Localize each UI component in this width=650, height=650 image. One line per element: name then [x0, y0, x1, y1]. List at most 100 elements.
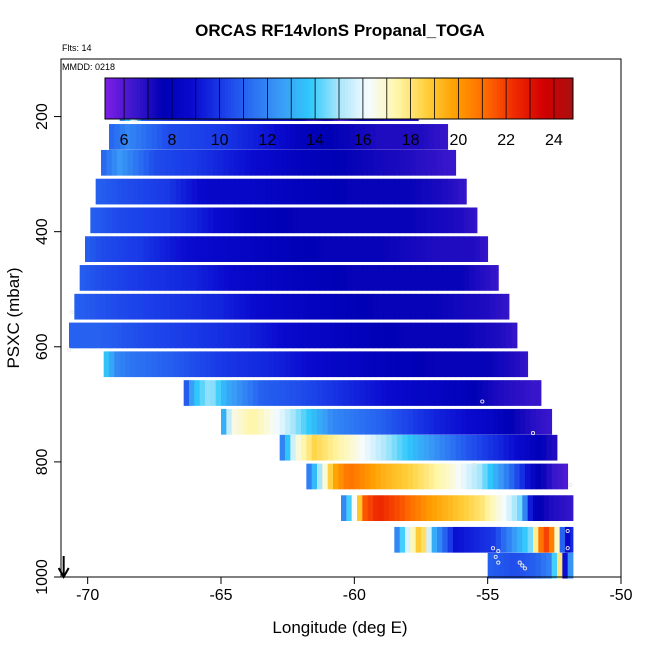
heatmap-cell [255, 207, 262, 234]
heatmap-cell [389, 178, 395, 205]
heatmap-cell [189, 124, 195, 150]
colorbar-segment [344, 78, 349, 119]
heatmap-cell [151, 124, 158, 150]
colorbar-tick-label: 12 [259, 132, 277, 149]
colorbar-segment [198, 78, 203, 119]
heatmap-cell [85, 322, 91, 349]
heatmap-cell [127, 265, 134, 291]
heatmap-cell [426, 495, 433, 521]
heatmap-cell [327, 434, 334, 461]
heatmap-cell [103, 351, 110, 378]
heatmap-cell [349, 351, 355, 378]
heatmap-cell [442, 495, 449, 521]
heatmap-cell [197, 178, 203, 205]
heatmap-cell [541, 552, 547, 579]
heatmap-cell [159, 178, 166, 205]
heatmap-cell [218, 265, 225, 291]
heatmap-cell [306, 351, 313, 378]
heatmap-cell [133, 265, 139, 291]
colorbar-segment [324, 78, 328, 119]
heatmap-cell [295, 434, 302, 461]
heatmap-cell [175, 322, 182, 349]
colorbar-segment [491, 78, 495, 119]
heatmap-cell [535, 463, 542, 490]
heatmap-cell [421, 322, 427, 349]
heatmap-cell [317, 351, 323, 378]
heatmap-cell [154, 236, 161, 262]
heatmap-cell [341, 495, 347, 521]
heatmap-cell [554, 495, 561, 521]
heatmap-cell [482, 434, 489, 461]
heatmap-cell [445, 351, 451, 378]
heatmap-cell [231, 124, 238, 150]
heatmap-cell [178, 124, 185, 150]
heatmap-cell [517, 526, 523, 553]
data-marker [530, 431, 536, 436]
heatmap-cell [162, 124, 169, 150]
heatmap-cell [119, 124, 126, 150]
heatmap-cell [461, 380, 467, 406]
data-marker [565, 528, 570, 534]
colorbar-segment [239, 78, 243, 119]
heatmap-cell [215, 351, 222, 378]
heatmap-cell [389, 293, 395, 320]
heatmap-cell [434, 434, 441, 461]
colorbar-segment [163, 78, 167, 119]
heatmap-cell [327, 463, 334, 490]
heatmap-cell [463, 178, 467, 205]
heatmap-cell [357, 293, 363, 320]
heatmap-cell [335, 322, 342, 349]
heatmap-cell [111, 178, 118, 205]
heatmap-cell [450, 434, 457, 461]
heatmap-cell [95, 293, 102, 320]
colorbar-segment [464, 78, 469, 119]
heatmap-cell [157, 351, 163, 378]
heatmap-cell [447, 265, 454, 291]
heatmap-cell [405, 207, 411, 234]
heatmap-cell [309, 265, 315, 291]
heatmap-cell [202, 149, 209, 176]
colorbar-segment [222, 78, 226, 119]
heatmap-cell [367, 495, 374, 521]
heatmap-cell [79, 265, 86, 291]
colorbar-segment [151, 78, 156, 119]
heatmap-cell [450, 351, 457, 378]
heatmap-cell [498, 552, 505, 579]
heatmap-cell [439, 124, 446, 150]
heatmap-cell [410, 495, 417, 521]
heatmap-cell [415, 236, 422, 262]
heatmap-cell [210, 380, 217, 406]
heatmap-cell [255, 236, 262, 262]
heatmap-cell [226, 351, 233, 378]
heatmap-cell [159, 265, 166, 291]
heatmap-cell [314, 236, 321, 262]
data-marker [520, 563, 525, 568]
heatmap-cell [341, 322, 347, 349]
heatmap-cell [373, 236, 379, 262]
heatmap-cell [258, 124, 265, 150]
colorbar-segment [505, 78, 510, 119]
heatmap-cell [186, 178, 193, 205]
colorbar-segment [420, 78, 425, 119]
heatmap-cell [221, 351, 227, 378]
heatmap-cell [423, 434, 430, 461]
colorbar-segment [318, 78, 322, 119]
heatmap-cell [122, 207, 129, 234]
colorbar-segment [309, 78, 314, 119]
heatmap-cell [205, 124, 211, 150]
heatmap-cell [386, 351, 393, 378]
heatmap-cell [293, 207, 299, 234]
heatmap-cell [410, 178, 417, 205]
heatmap-cell [202, 236, 209, 262]
heatmap-cell [298, 207, 305, 234]
heatmap-cell [309, 293, 315, 320]
heatmap-cell [311, 351, 318, 378]
heatmap-cell [138, 293, 145, 320]
heatmap-cell [405, 149, 411, 176]
heatmap-cell [309, 207, 315, 234]
heatmap-cell [551, 552, 558, 579]
heatmap-cell [167, 124, 174, 150]
heatmap-cell [450, 463, 457, 490]
heatmap-cell [338, 408, 345, 435]
heatmap-cell [221, 408, 227, 435]
